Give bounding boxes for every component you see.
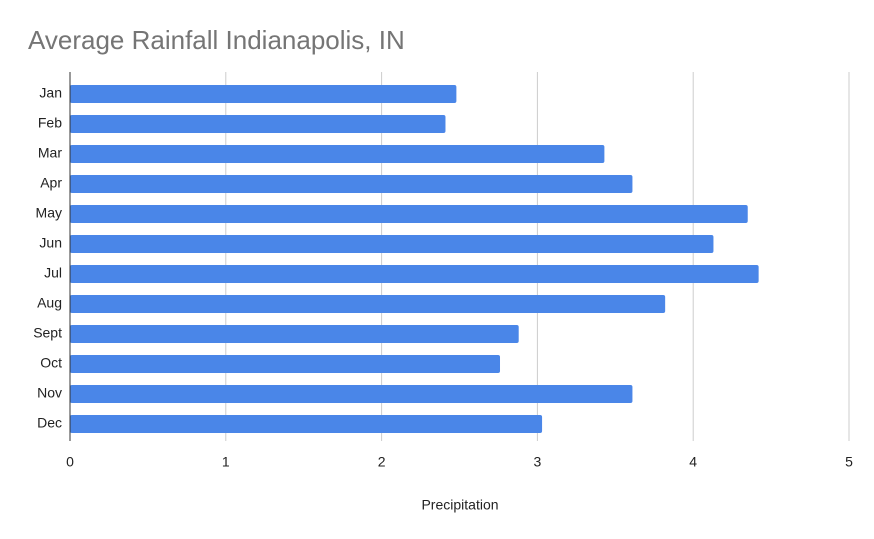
y-tick-label: Mar bbox=[38, 145, 62, 161]
bar bbox=[70, 355, 501, 373]
bar bbox=[70, 415, 543, 433]
y-tick-label: Jan bbox=[39, 85, 62, 101]
x-tick-label: 0 bbox=[66, 454, 74, 470]
x-tick-label: 1 bbox=[222, 454, 230, 470]
bar bbox=[70, 145, 605, 163]
y-tick-label: Dec bbox=[37, 415, 62, 431]
bar bbox=[70, 295, 666, 313]
bar bbox=[70, 235, 714, 253]
chart-title: Average Rainfall Indianapolis, IN bbox=[28, 25, 405, 55]
y-tick-label: May bbox=[36, 205, 62, 221]
y-tick-label: Sept bbox=[33, 325, 62, 341]
x-axis-label: Precipitation bbox=[421, 497, 498, 513]
x-tick-label: 2 bbox=[378, 454, 386, 470]
y-tick-label: Nov bbox=[37, 385, 62, 401]
x-tick-label: 5 bbox=[845, 454, 853, 470]
bar bbox=[70, 85, 457, 103]
bar bbox=[70, 385, 633, 403]
x-tick-label: 4 bbox=[689, 454, 697, 470]
y-tick-label: Feb bbox=[38, 115, 62, 131]
bar bbox=[70, 115, 446, 133]
y-tick-label: Jul bbox=[44, 265, 62, 281]
bar bbox=[70, 175, 633, 193]
x-tick-label: 3 bbox=[534, 454, 542, 470]
y-tick-label: Jun bbox=[39, 235, 62, 251]
y-tick-label: Aug bbox=[37, 295, 62, 311]
bar bbox=[70, 205, 748, 223]
y-tick-label: Oct bbox=[40, 355, 62, 371]
bar bbox=[70, 325, 519, 343]
y-tick-label: Apr bbox=[40, 175, 62, 191]
bar bbox=[70, 265, 759, 283]
